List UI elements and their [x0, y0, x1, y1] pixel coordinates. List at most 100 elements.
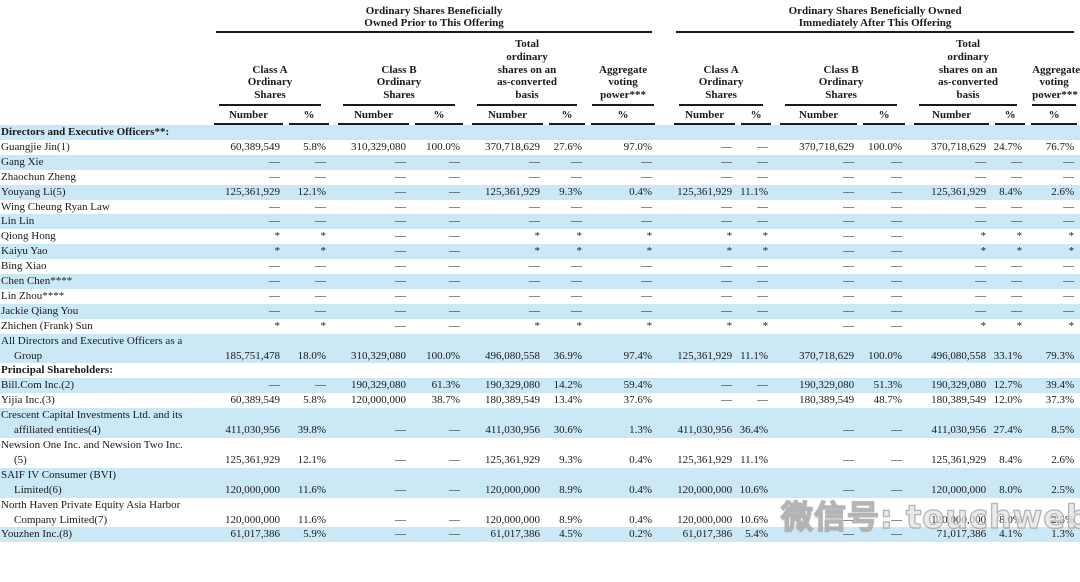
cell-prior-6: * [646, 245, 653, 258]
cell-after-6: * [1068, 245, 1075, 258]
cell-after-5: 12.0% [993, 394, 1023, 407]
cell-prior-0: — [269, 200, 280, 213]
cell-prior-1 [286, 363, 332, 378]
cell-after-6: * [1068, 319, 1075, 332]
col-header-class-a-prior: Class A Ordinary Shares [208, 33, 332, 106]
col-header-line: Ordinary [247, 76, 293, 89]
cell-after-4: * [980, 230, 987, 243]
column-gap [658, 378, 668, 393]
cell-prior-2: — [395, 155, 406, 168]
row-label: Zhichen (Frank) Sun [1, 319, 93, 332]
cell-after-5: — [1011, 200, 1023, 213]
cell-prior-3: — [449, 483, 460, 496]
cell-after-0: — [721, 170, 733, 183]
col-header-line: Aggregate [1032, 63, 1080, 76]
col-header-line: voting [1039, 76, 1069, 89]
cell-prior-6: — [641, 260, 653, 273]
row-label: Directors and Executive Officers**: [1, 125, 170, 138]
row-label: North Haven Private Equity Asia Harbor Co… [1, 498, 181, 526]
cell-prior-2: — [395, 185, 406, 198]
cell-prior-5: 13.4% [553, 394, 582, 407]
cell-after-3: — [891, 200, 903, 213]
cell-prior-4: * [534, 230, 541, 243]
table-row: Zhichen (Frank) Sun * * — — * * * * * — — * * * [0, 319, 1080, 334]
cell-after-0: — [721, 379, 733, 392]
cell-after-4: 120,000,000 [931, 513, 987, 526]
col-header-line: shares on an [497, 63, 557, 76]
row-label: Bill.Com Inc.(2) [1, 379, 75, 392]
table-row: Kaiyu Yao * * — — * * * * * — — * * * [0, 244, 1080, 260]
column-gap [658, 185, 668, 200]
cell-prior-0: * [274, 245, 281, 258]
cell-prior-6: 59.4% [623, 379, 653, 392]
cell-after-3: — [891, 170, 903, 183]
cell-prior-5: — [571, 170, 582, 183]
cell-prior-2 [332, 363, 412, 378]
cell-after-2: — [843, 304, 855, 317]
cell-after-2: — [843, 528, 855, 541]
cell-after-4: — [975, 170, 987, 183]
cell-after-4: — [975, 304, 987, 317]
cell-prior-4: 370,718,629 [485, 140, 540, 153]
sub-header-row: Number % Number % Number % % Number % Nu… [0, 106, 1080, 125]
cell-after-2: — [843, 453, 855, 466]
cell-prior-4: — [529, 275, 540, 288]
column-gap [658, 200, 668, 215]
cell-after-0: 125,361,929 [677, 349, 733, 362]
cell-prior-6: 1.3% [629, 424, 653, 437]
cell-prior-0: 60,389,549 [230, 394, 281, 407]
cell-prior-2: — [395, 319, 406, 332]
cell-prior-3: 38.7% [431, 394, 460, 407]
cell-after-6: — [1063, 275, 1075, 288]
cell-prior-5: * [576, 245, 583, 258]
cell-after-2: — [843, 289, 855, 302]
col-header-line: ordinary [947, 50, 989, 63]
cell-prior-4 [466, 125, 546, 140]
group-header-row: Ordinary Shares Beneficially Owned Prior… [0, 0, 1080, 33]
column-gap [658, 363, 668, 378]
cell-after-1: — [757, 260, 769, 273]
cell-prior-0 [208, 125, 286, 140]
cell-prior-6: 0.4% [629, 185, 653, 198]
cell-after-3 [860, 363, 908, 378]
cell-prior-4: * [534, 245, 541, 258]
cell-after-0: 125,361,929 [677, 185, 733, 198]
col-header-line: Ordinary [698, 76, 744, 89]
cell-after-1: — [757, 275, 769, 288]
cell-prior-4: 411,030,956 [485, 424, 540, 437]
cell-prior-2: — [395, 424, 406, 437]
column-gap [658, 438, 668, 468]
cell-prior-2: — [395, 170, 406, 183]
cell-prior-5: * [576, 319, 583, 332]
cell-prior-1: * [320, 245, 327, 258]
col-header-line: basis [956, 89, 980, 102]
col-header-class-b-prior: Class B Ordinary Shares [332, 33, 466, 106]
cell-after-1: 36.4% [739, 424, 769, 437]
cell-prior-5: — [571, 200, 582, 213]
cell-prior-6: 97.0% [623, 140, 653, 153]
cell-prior-5: — [571, 304, 582, 317]
cell-after-1: * [762, 319, 769, 332]
table-row: Guangjie Jin(1) 60,389,549 5.8% 310,329,080… [0, 140, 1080, 155]
cell-after-2: — [843, 185, 855, 198]
table-row: Lin Zhou**** — — — — — — — — — — — — — — [0, 289, 1080, 304]
cell-prior-0: 411,030,956 [225, 424, 280, 437]
cell-prior-2: 310,329,080 [351, 140, 406, 153]
column-gap [658, 319, 668, 334]
cell-prior-0: 120,000,000 [225, 513, 280, 526]
col-header-line: Ordinary [818, 76, 864, 89]
cell-prior-2: 190,329,080 [351, 379, 406, 392]
percent-header: % [588, 106, 658, 125]
col-header-line: Ordinary [376, 76, 422, 89]
cell-after-1: 11.1% [740, 453, 769, 466]
column-gap [658, 155, 668, 170]
cell-prior-0: * [274, 230, 281, 243]
cell-prior-3: — [449, 215, 460, 228]
cell-prior-6: 97.4% [623, 349, 653, 362]
cell-prior-4: — [529, 260, 540, 273]
cell-prior-5: 9.3% [559, 185, 582, 198]
cell-prior-0: — [269, 170, 280, 183]
cell-after-5: — [1011, 170, 1023, 183]
cell-prior-0: 120,000,000 [225, 483, 280, 496]
table-row: Crescent Capital Investments Ltd. and it… [0, 408, 1080, 439]
